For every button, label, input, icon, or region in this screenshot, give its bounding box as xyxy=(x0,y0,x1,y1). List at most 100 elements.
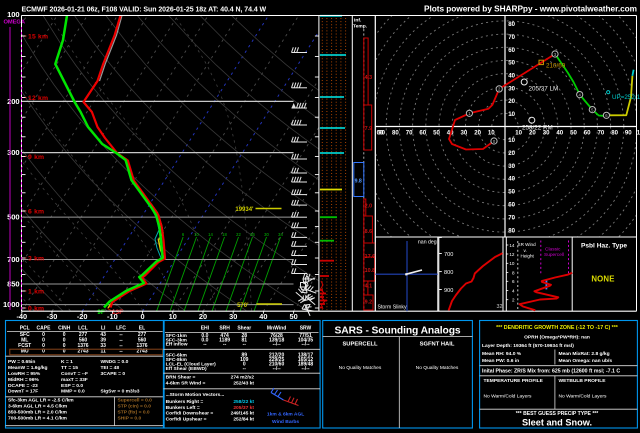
svg-text:SHIP = 0.0: SHIP = 0.0 xyxy=(118,416,142,422)
svg-text:Psbl Haz. Type: Psbl Haz. Type xyxy=(581,243,627,250)
svg-text:80: 80 xyxy=(508,21,515,28)
svg-text:0: 0 xyxy=(63,343,66,349)
svg-text:249/145 kt: 249/145 kt xyxy=(231,411,255,417)
svg-text:0: 0 xyxy=(42,343,45,349)
svg-text:43: 43 xyxy=(100,332,106,338)
svg-text:SARS - Sounding Analogs: SARS - Sounding Analogs xyxy=(334,326,460,337)
svg-text:252/43 kt: 252/43 kt xyxy=(233,381,254,387)
svg-text:26: 26 xyxy=(250,232,255,237)
svg-text:34: 34 xyxy=(278,232,283,237)
svg-text:SigSvr = 0 m3/s3: SigSvr = 0 m3/s3 xyxy=(101,389,140,395)
svg-text:Classic: Classic xyxy=(545,247,561,253)
svg-text:PW = 0.65in: PW = 0.65in xyxy=(8,359,35,365)
svg-text:12: 12 xyxy=(509,252,515,257)
svg-text:Bunkers Right =: Bunkers Right = xyxy=(166,399,204,405)
svg-text:2: 2 xyxy=(512,298,515,303)
svg-text:Inf.: Inf. xyxy=(354,18,362,24)
svg-text:277: 277 xyxy=(79,332,88,338)
svg-text:560: 560 xyxy=(79,338,88,344)
svg-text:SRW: SRW xyxy=(300,326,312,332)
svg-text:22: 22 xyxy=(236,232,241,237)
svg-text:81: 81 xyxy=(242,337,248,343)
svg-text:4.1: 4.1 xyxy=(365,284,373,290)
svg-text:60: 60 xyxy=(508,47,515,54)
svg-text:2.0: 2.0 xyxy=(365,204,373,210)
svg-text:28: 28 xyxy=(242,333,248,339)
svg-text:No Warm/Cold Layers: No Warm/Cold Layers xyxy=(484,393,532,399)
svg-text:MnWind: MnWind xyxy=(267,326,286,332)
svg-text:60: 60 xyxy=(584,130,591,137)
svg-text:200: 200 xyxy=(7,97,19,106)
svg-text:104/35: 104/35 xyxy=(298,337,314,343)
svg-text:OPRH (Omega*PW*RH): nan: OPRH (Omega*PW*RH): nan xyxy=(524,335,590,341)
svg-text:6: 6 xyxy=(512,279,515,284)
svg-text:60: 60 xyxy=(419,130,426,137)
svg-text:ECMWF 2026-01-21 06z, F108 VA: ECMWF 2026-01-21 06z, F108 VALID: Sun 20… xyxy=(22,6,267,13)
svg-text:ConvT = --F: ConvT = --F xyxy=(61,371,88,377)
svg-text:12 km: 12 km xyxy=(28,95,48,102)
svg-text:v.: v. xyxy=(524,248,527,253)
svg-text:14: 14 xyxy=(509,243,515,248)
svg-text:7.9: 7.9 xyxy=(365,126,373,132)
svg-text:70: 70 xyxy=(406,130,413,137)
svg-text:DownT = 17F: DownT = 17F xyxy=(8,389,38,395)
svg-text:0: 0 xyxy=(42,338,45,344)
svg-text:maxT = 33F: maxT = 33F xyxy=(61,377,88,383)
svg-text:700: 700 xyxy=(7,255,19,264)
svg-text:TEMPERATURE PROFILE: TEMPERATURE PROFILE xyxy=(484,378,544,384)
svg-text:Wind Barbs: Wind Barbs xyxy=(272,419,299,425)
svg-text:No Quality Matches: No Quality Matches xyxy=(416,365,459,371)
svg-text:850-500mb LR = 2.0 C/km: 850-500mb LR = 2.0 C/km xyxy=(8,410,68,416)
svg-text:LCL: LCL xyxy=(78,326,88,332)
svg-text:30: 30 xyxy=(461,130,468,137)
svg-text:SUPERCELL: SUPERCELL xyxy=(342,341,378,347)
svg-text:2743: 2743 xyxy=(136,349,147,355)
svg-text:30: 30 xyxy=(543,130,550,137)
svg-text:50: 50 xyxy=(289,312,297,321)
svg-text:--: -- xyxy=(223,342,227,348)
svg-text:30: 30 xyxy=(229,312,237,321)
svg-text:0: 0 xyxy=(141,312,145,321)
svg-text:80: 80 xyxy=(392,130,399,137)
svg-text:109: 109 xyxy=(240,357,249,363)
svg-text:Sleet and Snow.: Sleet and Snow. xyxy=(522,417,592,427)
svg-text:00: 00 xyxy=(377,130,384,137)
svg-text:Sfc-3km AGL LR = -2.5 C/km: Sfc-3km AGL LR = -2.5 C/km xyxy=(8,397,74,403)
svg-text:EHI: EHI xyxy=(201,326,210,332)
svg-text:Supercell = 0.0: Supercell = 0.0 xyxy=(118,397,153,403)
svg-text:32: 32 xyxy=(497,304,503,310)
svg-text:Corfidi Downshear =: Corfidi Downshear = xyxy=(166,411,214,417)
svg-text:76/28: 76/28 xyxy=(270,333,283,339)
svg-text:1 km: 1 km xyxy=(28,289,44,296)
svg-text:5: 5 xyxy=(591,107,594,112)
svg-text:189/48: 189/48 xyxy=(298,362,314,368)
svg-text:10: 10 xyxy=(509,261,515,266)
svg-text:SFC-8km: SFC-8km xyxy=(166,357,188,363)
svg-text:277: 277 xyxy=(138,332,147,338)
svg-text:DCAPE = -23: DCAPE = -23 xyxy=(8,383,38,389)
svg-text:50: 50 xyxy=(570,130,577,137)
svg-text:70: 70 xyxy=(508,214,515,221)
svg-text:--: -- xyxy=(119,338,123,344)
svg-text:50: 50 xyxy=(433,130,440,137)
svg-text:9 km: 9 km xyxy=(28,154,44,161)
svg-text:30: 30 xyxy=(264,232,269,237)
svg-text:9F: 9F xyxy=(97,309,105,316)
svg-text:14: 14 xyxy=(208,232,213,237)
svg-text:50: 50 xyxy=(508,60,515,67)
svg-text:10: 10 xyxy=(488,130,495,137)
svg-text:No Warm/Cold Layers: No Warm/Cold Layers xyxy=(559,393,607,399)
svg-text:205/37 LM: 205/37 LM xyxy=(529,86,559,93)
svg-text:6 km: 6 km xyxy=(28,209,44,216)
svg-text:*** BEST GUESS PRECIP TYPE ***: *** BEST GUESS PRECIP TYPE *** xyxy=(516,411,599,417)
svg-text:STP (fix) = 0.0: STP (fix) = 0.0 xyxy=(118,410,150,416)
svg-text:6: 6 xyxy=(605,113,608,118)
svg-text:9.8: 9.8 xyxy=(355,179,362,185)
svg-text:MU: MU xyxy=(21,349,29,355)
svg-text:Inital Phase: ZR/S Mix from: 6: Inital Phase: ZR/S Mix from: 625 mb (126… xyxy=(482,368,620,374)
svg-text:8: 8 xyxy=(512,270,515,275)
svg-text:10.8: 10.8 xyxy=(365,268,376,274)
svg-text:138/17: 138/17 xyxy=(298,353,314,359)
svg-text:Plots powered by SHARPpy - www: Plots powered by SHARPpy - www.pivotalwe… xyxy=(424,4,637,14)
svg-text:Height: Height xyxy=(521,253,535,258)
